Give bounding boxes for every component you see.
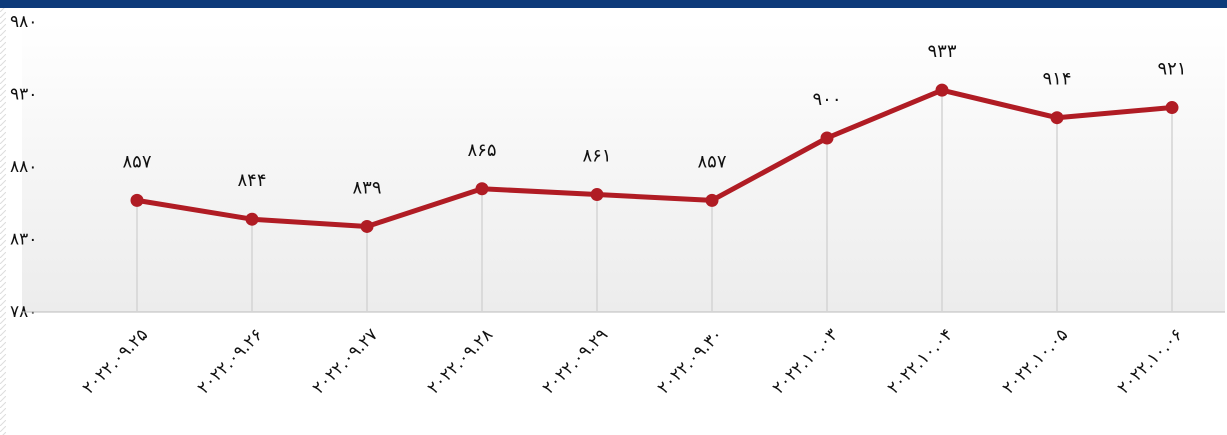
x-tick-label: ۲۰۲۲.۱۰.۰۵ [999,325,1072,398]
point [245,212,259,226]
y-tick-label: ۸۸۰ [10,157,37,177]
value-label: ۸۵۷ [697,151,726,172]
value-label: ۹۰۰ [812,89,841,110]
point [1050,111,1064,125]
x-tick-label: ۲۰۲۲.۰۹.۲۷ [309,325,382,398]
x-tick-label: ۲۰۲۲.۰۹.۲۶ [194,325,267,398]
point [1165,101,1179,115]
point [705,193,719,207]
x-tick-label: ۲۰۲۲.۱۰.۰۶ [1114,325,1187,398]
value-label: ۹۱۴ [1042,69,1071,90]
top-bar [0,0,1227,8]
x-tick-label: ۲۰۲۲.۱۰.۰۳ [769,325,842,398]
value-label: ۸۴۴ [237,170,266,191]
x-tick-label: ۲۰۲۲.۰۹.۲۸ [424,325,497,398]
value-label: ۸۵۷ [122,151,151,172]
value-label: ۹۳۳ [927,41,956,62]
point [360,219,374,233]
left-strip [0,8,6,435]
y-tick-label: ۹۸۰ [10,12,37,32]
y-tick-label: ۹۳۰ [10,85,37,105]
line [136,87,1173,229]
x-tick-label: ۲۰۲۲.۰۹.۲۵ [79,325,152,398]
x-tick-label: ۲۰۲۲.۰۹.۳۰ [654,325,727,398]
y-tick-label: ۸۳۰ [10,230,37,250]
x-tick-label: ۲۰۲۲.۱۰.۰۴ [884,325,957,398]
value-label: ۸۶۱ [582,146,611,167]
value-label: ۸۶۵ [467,140,496,161]
plot-area [22,22,1225,312]
value-label: ۸۳۹ [352,177,381,198]
value-label: ۹۲۱ [1157,59,1186,80]
point [475,182,489,196]
point [935,83,949,97]
point [590,188,604,202]
x-tick-label: ۲۰۲۲.۰۹.۲۹ [539,325,612,398]
point [820,131,834,145]
point [130,193,144,207]
